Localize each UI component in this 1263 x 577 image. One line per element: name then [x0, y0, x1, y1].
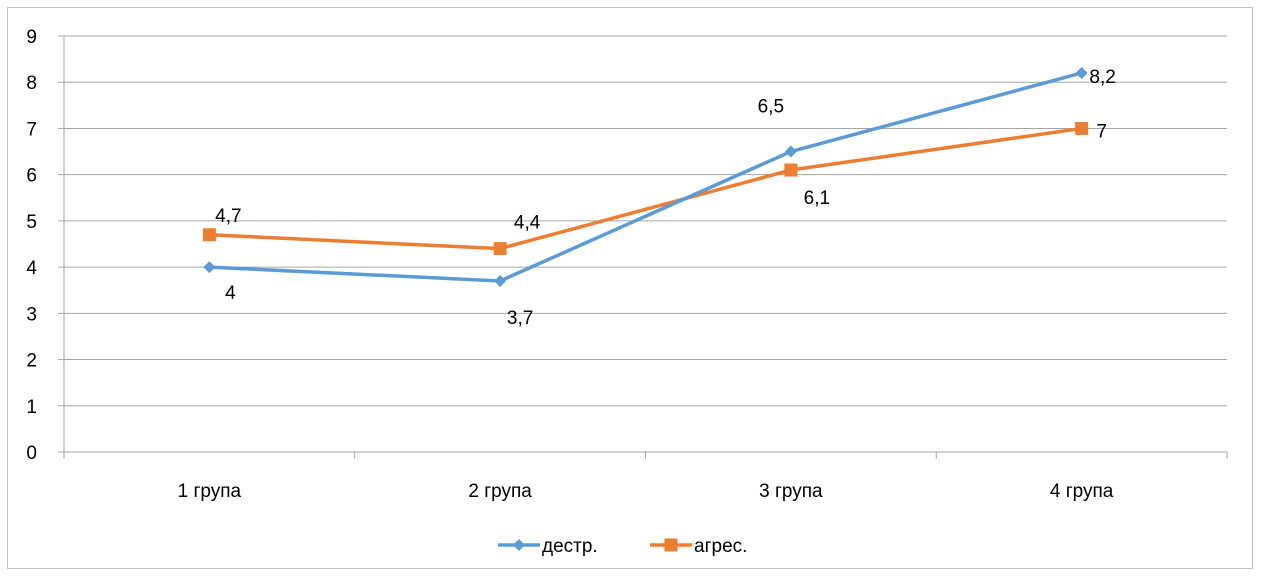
square-marker: [664, 538, 678, 552]
legend-label: агрес.: [694, 536, 747, 557]
x-category-label: 3 група: [759, 481, 823, 502]
diamond-marker: [513, 539, 525, 551]
data-label: 3,7: [507, 308, 533, 329]
data-label: 6,5: [758, 97, 784, 118]
data-label: 7: [1096, 121, 1107, 142]
y-tick-label: 4: [26, 258, 37, 279]
square-marker: [493, 242, 507, 256]
square-marker: [202, 228, 216, 242]
data-label: 8,2: [1089, 67, 1115, 88]
y-tick-label: 3: [26, 304, 37, 325]
diamond-marker: [494, 274, 507, 287]
x-category-label: 2 група: [468, 481, 532, 502]
data-labels: 4 3,7 6,5 8,2 4,7 4,4 6,1 7: [215, 67, 1116, 329]
square-marker: [784, 163, 798, 177]
y-tick-label: 1: [26, 397, 37, 418]
x-category-label: 4 група: [1050, 481, 1114, 502]
data-label: 6,1: [804, 188, 830, 209]
data-label: 4: [225, 283, 236, 304]
series-line-agres: [207, 126, 1084, 251]
y-tick-label: 5: [26, 212, 37, 233]
y-tick-label: 2: [26, 351, 37, 372]
chart-area: [7, 7, 1253, 569]
series-lines: [207, 71, 1084, 283]
axes: [63, 36, 1227, 453]
series-markers: [202, 66, 1089, 287]
gridlines: [64, 35, 1227, 407]
y-axis-ticks: 0 1 2 3 4 5 6 7 8 9: [26, 27, 64, 464]
data-label: 4,4: [514, 213, 541, 234]
y-tick-label: 0: [26, 443, 37, 464]
data-label: 4,7: [215, 206, 241, 227]
diamond-marker: [1075, 66, 1088, 79]
diamond-marker: [203, 261, 216, 274]
y-tick-label: 6: [26, 166, 37, 187]
series-line-destr: [207, 71, 1084, 283]
legend-label: дестр.: [542, 536, 598, 557]
y-tick-label: 8: [26, 73, 37, 94]
x-category-label: 1 група: [178, 481, 242, 502]
y-tick-label: 7: [26, 119, 37, 140]
square-marker: [1075, 121, 1089, 135]
y-tick-label: 9: [26, 27, 37, 48]
x-axis-ticks: 1 група 2 група 3 група 4 група: [63, 452, 1228, 502]
diamond-marker: [784, 145, 797, 158]
legend: дестр. агрес.: [498, 536, 747, 557]
